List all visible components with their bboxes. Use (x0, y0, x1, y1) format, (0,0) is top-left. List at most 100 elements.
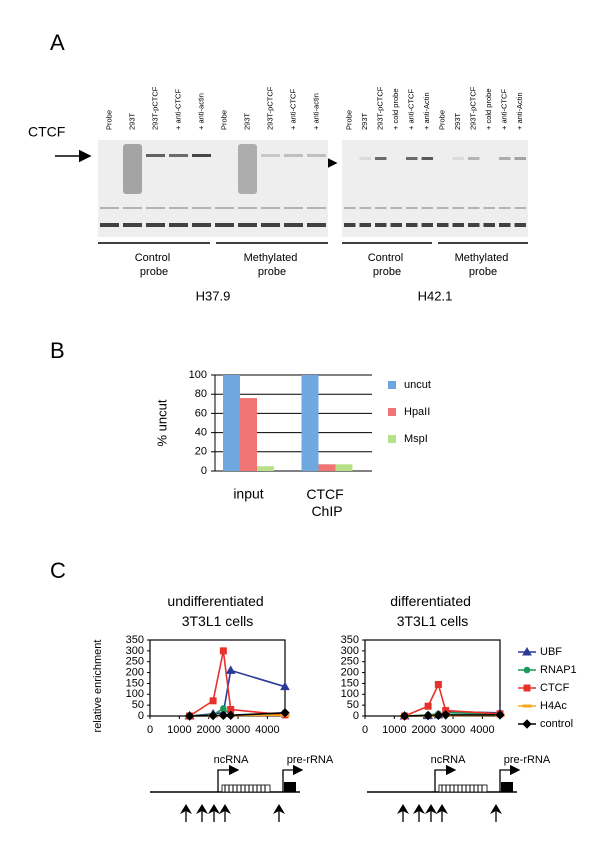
bar (301, 375, 319, 471)
gel-band (100, 207, 119, 209)
lane-label: + anti-CTCF (500, 89, 509, 130)
gel-band (437, 207, 449, 209)
legend-swatch (388, 381, 396, 389)
gel-band (359, 207, 371, 209)
data-point (434, 681, 442, 689)
data-point (209, 697, 217, 705)
group-label: Control probe (135, 252, 174, 278)
gel-band (146, 154, 165, 157)
legend-label: RNAP1 (540, 664, 577, 676)
legend-label: UBF (540, 646, 562, 658)
y-tick-label: 250 (126, 656, 144, 668)
x-tick-label: 4000 (470, 724, 494, 736)
panel-label: A (50, 30, 65, 55)
gel-band (169, 223, 188, 227)
lane-label: 293T-pCTCF (150, 86, 159, 130)
x-tick-label: 0 (362, 724, 368, 736)
gel-band (307, 223, 326, 227)
legend-label: control (540, 718, 573, 730)
plot-frame (364, 639, 501, 717)
x-tick-label: 0 (147, 724, 153, 736)
legend-marker (522, 704, 532, 708)
data-point (220, 705, 227, 712)
y-tick-label: 150 (126, 677, 144, 689)
gel-band (499, 207, 511, 209)
y-tick-label: 50 (132, 699, 144, 711)
data-point (218, 710, 229, 721)
gel-band (452, 207, 464, 209)
gel-band (238, 223, 257, 227)
y-axis-label: % uncut (154, 399, 169, 446)
lane-label: 293T-pCTCF (469, 86, 478, 130)
y-tick-label: 0 (201, 465, 207, 477)
gel-band (483, 223, 495, 227)
bar (257, 466, 274, 471)
y-tick-label: 100 (126, 688, 144, 700)
data-line (189, 650, 286, 717)
data-point (399, 711, 410, 721)
gel-band (375, 223, 387, 227)
y-tick-label: 0 (353, 710, 359, 722)
data-point (219, 647, 227, 655)
y-tick-label: 350 (341, 634, 359, 646)
gel-band (359, 157, 371, 160)
lane-label: + anti-actin (196, 93, 205, 130)
legend-marker (522, 646, 532, 656)
gel-band (192, 207, 211, 209)
gel-smear (238, 144, 257, 194)
gel-band (307, 154, 326, 157)
y-tick-label: 200 (341, 666, 359, 678)
gel-band (261, 154, 280, 157)
gel-band (359, 223, 371, 227)
gel-band (468, 223, 480, 227)
gel-band (390, 207, 402, 209)
gel-band (261, 223, 280, 227)
bar (335, 464, 353, 471)
data-point (280, 708, 290, 718)
gel-band (307, 207, 326, 209)
gel-band (284, 207, 303, 209)
data-point (225, 665, 236, 674)
gel-band (452, 223, 464, 227)
legend-swatch (388, 435, 396, 443)
lane-label: 293T-pCTCF (265, 86, 274, 130)
bar (318, 464, 336, 471)
data-point (424, 702, 432, 710)
legend-marker (522, 719, 532, 729)
bar (240, 398, 257, 471)
gel-band (437, 223, 449, 227)
lane-label: 293T (453, 112, 462, 130)
data-point (433, 710, 444, 721)
x-tick-label: 1000 (167, 724, 191, 736)
x-tick-label: 3000 (441, 724, 465, 736)
ctcf-label: CTCF (28, 124, 65, 140)
lane-label: Probe (219, 110, 228, 130)
legend-label: H4Ac (540, 700, 567, 712)
x-tick-label: CTCF ChIP (306, 486, 347, 519)
group-label: Methylated probe (455, 252, 512, 278)
gel-band (146, 207, 165, 209)
x-tick-label: input (233, 486, 263, 502)
gel-band (344, 207, 356, 209)
panel-label: C (50, 558, 66, 583)
data-point (208, 710, 218, 721)
gel-band (499, 223, 511, 227)
gel-band (375, 157, 387, 160)
gel-band (146, 223, 165, 227)
legend-label: uncut (404, 379, 431, 391)
gene-schematic: ncRNA pre-rRNA (367, 754, 551, 822)
data-point (440, 710, 451, 720)
gel-name: H42.1 (418, 288, 453, 303)
x-tick-label: 2000 (411, 724, 435, 736)
y-tick-label: 250 (341, 656, 359, 668)
x-tick-label: 4000 (255, 724, 279, 736)
gel-band (499, 157, 511, 160)
x-tick-label: 1000 (382, 724, 406, 736)
lane-label: + anti-CTCF (288, 89, 297, 130)
lane-label: + anti-actin (311, 93, 320, 130)
gel-image (342, 140, 528, 237)
gel-band (452, 157, 464, 160)
legend-label: MspI (404, 433, 428, 445)
lane-label: + cold probe (484, 89, 493, 131)
gel-band (261, 207, 280, 209)
